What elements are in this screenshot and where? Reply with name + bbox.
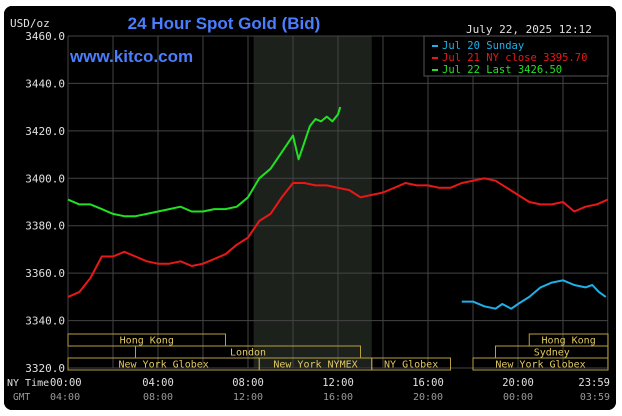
- legend-entry: Jul 20 Sunday: [442, 40, 524, 52]
- x-tick-label-ny: 20:00: [502, 377, 534, 389]
- session-label: Sydney: [534, 348, 570, 359]
- x-tick-label-ny: 00:00: [50, 377, 82, 389]
- session-box: [472, 357, 609, 371]
- x-tick-label-ny: 08:00: [232, 377, 264, 389]
- gold-price-chart: Hong Kong London New York Globex New York N…: [4, 6, 616, 410]
- x-tick-label-ny: 04:00: [142, 377, 174, 389]
- session-label: New York Globex: [118, 360, 208, 371]
- x-tick-label-gmt: 16:00: [323, 392, 353, 403]
- y-tick-label: 3420.0: [25, 125, 65, 138]
- session-label: Hong Kong: [120, 336, 174, 347]
- x-tick-label-ny: 12:00: [322, 377, 354, 389]
- gmt-label: GMT: [13, 392, 30, 403]
- series-line-3: [67, 106, 342, 218]
- session-box: [371, 357, 451, 371]
- x-tick-label-ny: 23:59: [578, 377, 610, 389]
- chart-title: 24 Hour Spot Gold (Bid): [128, 14, 321, 33]
- x-tick-label-gmt: 12:00: [233, 392, 263, 403]
- y-tick-label: 3400.0: [25, 172, 65, 185]
- y-tick-label: 3380.0: [25, 220, 65, 233]
- x-tick-label-gmt: 00:00: [503, 392, 533, 403]
- y-tick-label: 3360.0: [25, 267, 65, 280]
- ny-time-label: NY Time: [7, 378, 49, 389]
- legend-entry: Jul 21 NY close 3395.70: [442, 52, 587, 64]
- session-label: NY Globex: [384, 360, 438, 371]
- x-tick-label-gmt: 03:59: [580, 392, 610, 403]
- x-tick-label-gmt: 20:00: [413, 392, 443, 403]
- legend-box: [423, 35, 609, 77]
- session-label: New York Globex: [495, 360, 585, 371]
- series-line-1: [461, 279, 607, 310]
- y-tick-label: 3460.0: [25, 30, 65, 43]
- x-tick-label-gmt: 04:00: [50, 392, 80, 403]
- x-tick-label-gmt: 08:00: [143, 392, 173, 403]
- timestamp: July 22, 2025 12:12: [466, 23, 592, 36]
- session-label: New York NYMEX: [273, 360, 357, 371]
- x-tick-label-ny: 16:00: [412, 377, 444, 389]
- kitco-watermark: www.kitco.com: [69, 47, 193, 66]
- y-axis-unit-label: USD/oz: [10, 17, 50, 30]
- chart-frame: Hong Kong London New York Globex New York N…: [4, 6, 616, 410]
- y-tick-label: 3440.0: [25, 77, 65, 90]
- session-label: London: [230, 348, 266, 359]
- session-label: Hong Kong: [542, 336, 596, 347]
- nymex-shaded-region: [253, 36, 372, 368]
- series-line-2: [67, 177, 609, 298]
- legend-entry: Jul 22 Last 3426.50: [442, 64, 562, 76]
- y-tick-label: 3340.0: [25, 315, 65, 328]
- y-tick-label: 3320.0: [25, 362, 65, 375]
